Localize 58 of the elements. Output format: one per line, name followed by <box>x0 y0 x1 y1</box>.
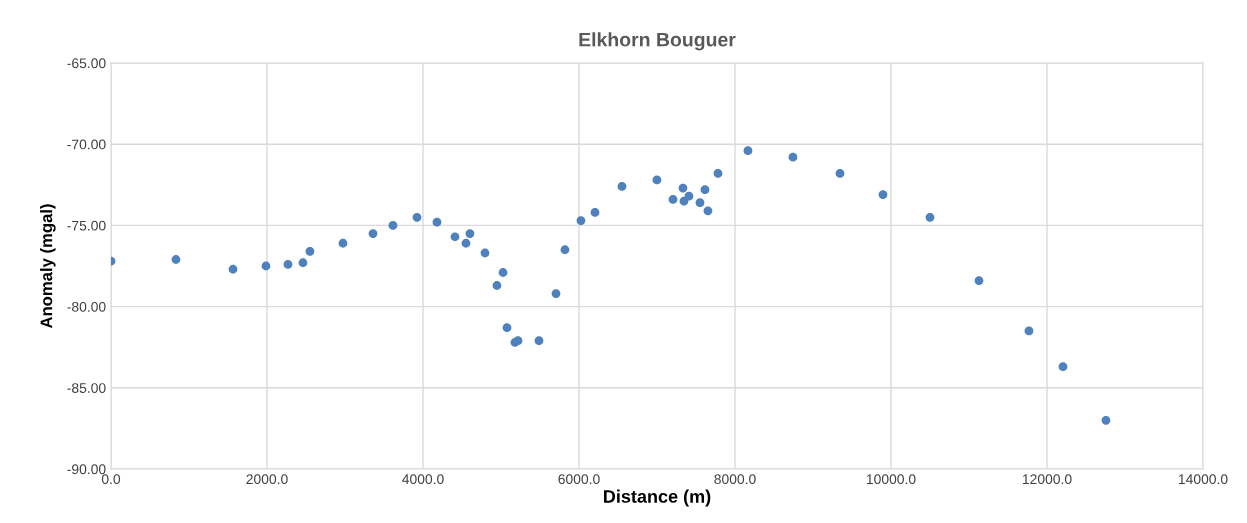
point <box>652 175 662 185</box>
point <box>617 182 627 191</box>
point <box>480 248 490 258</box>
point <box>576 216 586 225</box>
x-tick-label: 2000.0 <box>246 474 288 485</box>
point <box>743 146 753 156</box>
point <box>338 238 348 248</box>
point <box>925 212 935 222</box>
x-tick-label: 4000.0 <box>402 474 444 485</box>
point <box>713 169 723 178</box>
x-tick-label: 8000.0 <box>714 474 756 485</box>
y-tick-label: -80.00 <box>67 301 106 312</box>
point <box>171 255 181 264</box>
point <box>700 185 710 195</box>
x-axis-title: Distance (m) <box>604 489 711 507</box>
point <box>560 245 570 255</box>
x-tick-label: 10000.0 <box>866 474 916 485</box>
point <box>1058 362 1068 372</box>
point <box>835 169 845 178</box>
point <box>695 198 705 208</box>
point <box>534 336 544 346</box>
y-tick-label: -85.00 <box>67 383 106 393</box>
point <box>668 195 678 204</box>
point <box>678 183 688 193</box>
point <box>498 268 508 277</box>
y-axis-title: Anomaly (mgal) <box>40 204 56 329</box>
point <box>450 232 460 242</box>
point <box>228 264 238 274</box>
point <box>368 229 378 238</box>
point <box>551 289 561 298</box>
point <box>298 258 308 268</box>
point <box>878 190 888 199</box>
point <box>283 259 293 269</box>
y-tick-label: -75.00 <box>67 220 106 231</box>
x-tick-label: 0.0 <box>101 474 121 485</box>
x-tick-label: 12000.0 <box>1022 474 1072 485</box>
chart-title: Elkhorn Bouguer <box>579 32 736 51</box>
point <box>703 206 713 216</box>
point <box>684 191 694 201</box>
point <box>590 208 600 217</box>
point <box>492 281 502 290</box>
point <box>502 323 512 333</box>
y-tick-label: -70.00 <box>67 139 106 150</box>
point <box>1024 326 1034 336</box>
point <box>412 212 422 222</box>
point <box>432 217 442 227</box>
point <box>388 221 398 230</box>
x-tick-label: 6000.0 <box>558 474 600 485</box>
point <box>461 238 471 248</box>
point <box>305 246 315 256</box>
x-tick-label: 14000.0 <box>1178 474 1228 485</box>
y-tick-label: -65.00 <box>67 58 106 69</box>
point <box>261 261 271 271</box>
point <box>974 276 984 286</box>
point <box>788 152 798 162</box>
y-tick-label: -90.00 <box>67 464 106 475</box>
point <box>1101 415 1111 425</box>
point <box>465 229 475 238</box>
